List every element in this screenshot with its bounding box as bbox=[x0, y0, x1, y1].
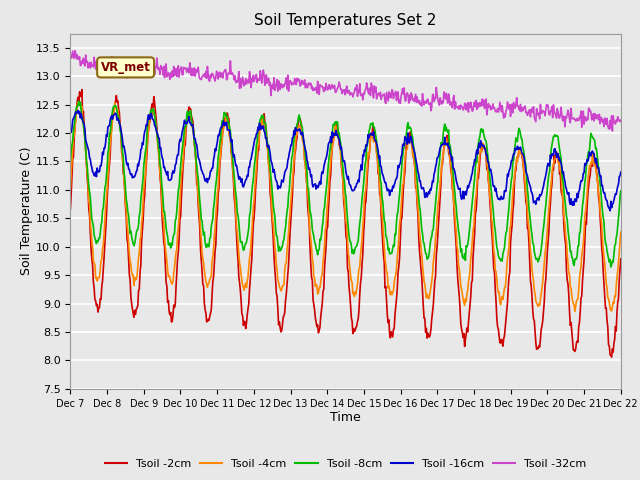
Title: Soil Temperatures Set 2: Soil Temperatures Set 2 bbox=[255, 13, 436, 28]
Text: VR_met: VR_met bbox=[100, 61, 150, 74]
X-axis label: Time: Time bbox=[330, 411, 361, 424]
Y-axis label: Soil Temperature (C): Soil Temperature (C) bbox=[20, 147, 33, 276]
Legend: Tsoil -2cm, Tsoil -4cm, Tsoil -8cm, Tsoil -16cm, Tsoil -32cm: Tsoil -2cm, Tsoil -4cm, Tsoil -8cm, Tsoi… bbox=[100, 455, 591, 474]
